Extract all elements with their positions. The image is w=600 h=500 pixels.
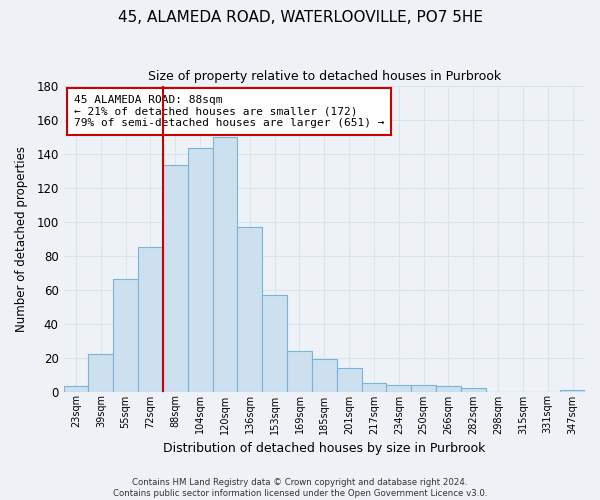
- Bar: [411, 384, 436, 392]
- Bar: [560, 390, 585, 392]
- Title: Size of property relative to detached houses in Purbrook: Size of property relative to detached ho…: [148, 70, 501, 83]
- Bar: [188, 148, 212, 392]
- Bar: [287, 350, 312, 392]
- Bar: [436, 386, 461, 392]
- Bar: [113, 280, 138, 392]
- Bar: [138, 247, 163, 392]
- Bar: [386, 384, 411, 392]
- Bar: [163, 166, 188, 392]
- Text: 45, ALAMEDA ROAD, WATERLOOVILLE, PO7 5HE: 45, ALAMEDA ROAD, WATERLOOVILLE, PO7 5HE: [118, 10, 482, 25]
- Y-axis label: Number of detached properties: Number of detached properties: [15, 146, 28, 332]
- Bar: [337, 368, 362, 392]
- Bar: [212, 136, 238, 392]
- Bar: [262, 294, 287, 392]
- Bar: [362, 383, 386, 392]
- Bar: [312, 359, 337, 392]
- Bar: [238, 226, 262, 392]
- Bar: [64, 386, 88, 392]
- Text: Contains HM Land Registry data © Crown copyright and database right 2024.
Contai: Contains HM Land Registry data © Crown c…: [113, 478, 487, 498]
- Bar: [461, 388, 485, 392]
- Bar: [88, 354, 113, 392]
- Text: 45 ALAMEDA ROAD: 88sqm
← 21% of detached houses are smaller (172)
79% of semi-de: 45 ALAMEDA ROAD: 88sqm ← 21% of detached…: [74, 94, 385, 128]
- X-axis label: Distribution of detached houses by size in Purbrook: Distribution of detached houses by size …: [163, 442, 485, 455]
